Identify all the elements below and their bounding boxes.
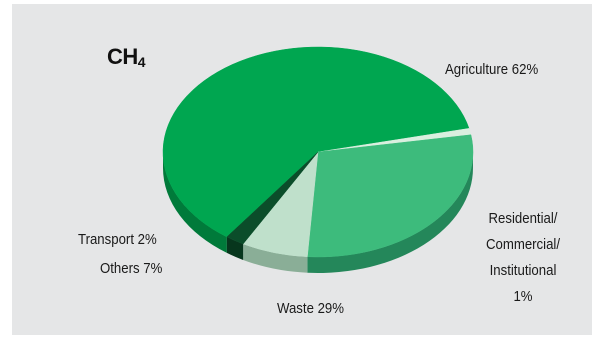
pie-slice-transport [226, 151, 319, 245]
pie-slice-agriculture [162, 46, 470, 238]
chart-title: CH4 [107, 44, 146, 70]
pie-side-2 [307, 152, 473, 273]
pie-side-0 [163, 152, 227, 253]
pie-side-4 [226, 236, 244, 260]
label-agriculture: Agriculture 62% [445, 61, 539, 78]
label-residential-line3: Institutional [489, 262, 557, 279]
pie-side-3 [243, 243, 308, 273]
label-transport: Transport 2% [78, 231, 157, 248]
pie-slice-waste [307, 134, 474, 258]
label-others: Others 7% [100, 260, 163, 277]
label-residential-line2: Commercial/ [485, 236, 561, 253]
label-waste: Waste 29% [277, 300, 345, 317]
label-residential-line4: 1% [513, 288, 533, 305]
pie-chart [162, 46, 474, 273]
label-residential-line1: Residential/ [488, 210, 558, 227]
pie-sides [163, 152, 473, 273]
chart-panel: CH4 Agriculture 62% Residential/ Commerc… [12, 4, 592, 335]
